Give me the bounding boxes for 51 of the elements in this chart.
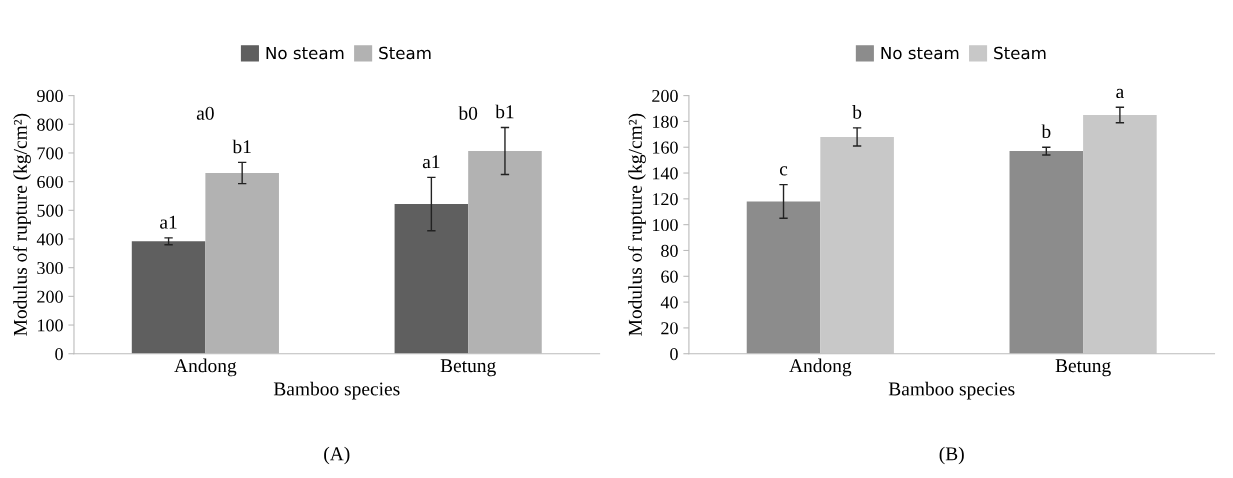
data-label: b1 [495, 104, 514, 119]
x-tick-label: Betung [440, 359, 496, 377]
y-tick-label: 20 [661, 322, 678, 335]
data-label: c [779, 166, 788, 176]
bar [820, 136, 894, 354]
y-tick-label: 160 [653, 141, 678, 154]
legend-label: Steam [379, 46, 431, 60]
y-tick-label: 40 [660, 296, 678, 309]
annotation: a0 [196, 106, 214, 120]
bar [131, 241, 206, 354]
x-tick-label: Andong [174, 358, 237, 377]
bar [1009, 151, 1084, 354]
legend-label: No steam [266, 46, 344, 60]
y-tick-label: 80 [661, 244, 678, 257]
y-tick-label: 500 [37, 204, 63, 217]
legend-label: Steam [994, 46, 1046, 60]
bar [746, 201, 821, 354]
y-tick-label: 140 [653, 167, 678, 180]
legend-label: No steam [881, 46, 959, 60]
y-tick-label: 100 [38, 319, 63, 332]
y-tick-label: 400 [36, 233, 63, 246]
text: (A) [324, 446, 350, 465]
x-tick-label: Betung [1055, 359, 1111, 377]
y-tick-label: 120 [653, 193, 678, 206]
data-label: a1 [422, 155, 440, 169]
y-tick-label: 700 [37, 147, 63, 160]
y-tick-label: 600 [37, 175, 63, 189]
x-axis-title: Bamboo species [888, 381, 1015, 400]
data-label: b1 [232, 139, 251, 154]
annotation: b0 [458, 106, 478, 120]
y-tick-label: 200 [652, 89, 678, 103]
x-axis-title: Bamboo species [273, 381, 400, 400]
y-tick-label: 900 [37, 89, 63, 103]
x-tick-label: Andong [789, 358, 852, 377]
y-tick-label: 0 [55, 347, 63, 361]
y-tick-label: 60 [661, 270, 678, 283]
y-tick-label: 300 [37, 261, 63, 275]
data-label: b [1041, 124, 1051, 139]
y-tick-label: 180 [653, 115, 678, 128]
bar [394, 204, 469, 354]
y-tick-label: 100 [653, 218, 678, 232]
data-label: a1 [160, 215, 177, 229]
y-axis-title: Modulus of rupture (kg/cm²) [627, 113, 646, 336]
data-label: a [1116, 88, 1124, 99]
y-tick-label: 0 [670, 347, 678, 361]
y-axis-title: Modulus of rupture (kg/cm²) [13, 113, 31, 336]
y-tick-label: 800 [37, 118, 63, 131]
data-label: b [852, 105, 862, 119]
y-tick-label: 200 [37, 290, 63, 303]
text: (B) [939, 446, 964, 465]
bar [1083, 114, 1157, 354]
